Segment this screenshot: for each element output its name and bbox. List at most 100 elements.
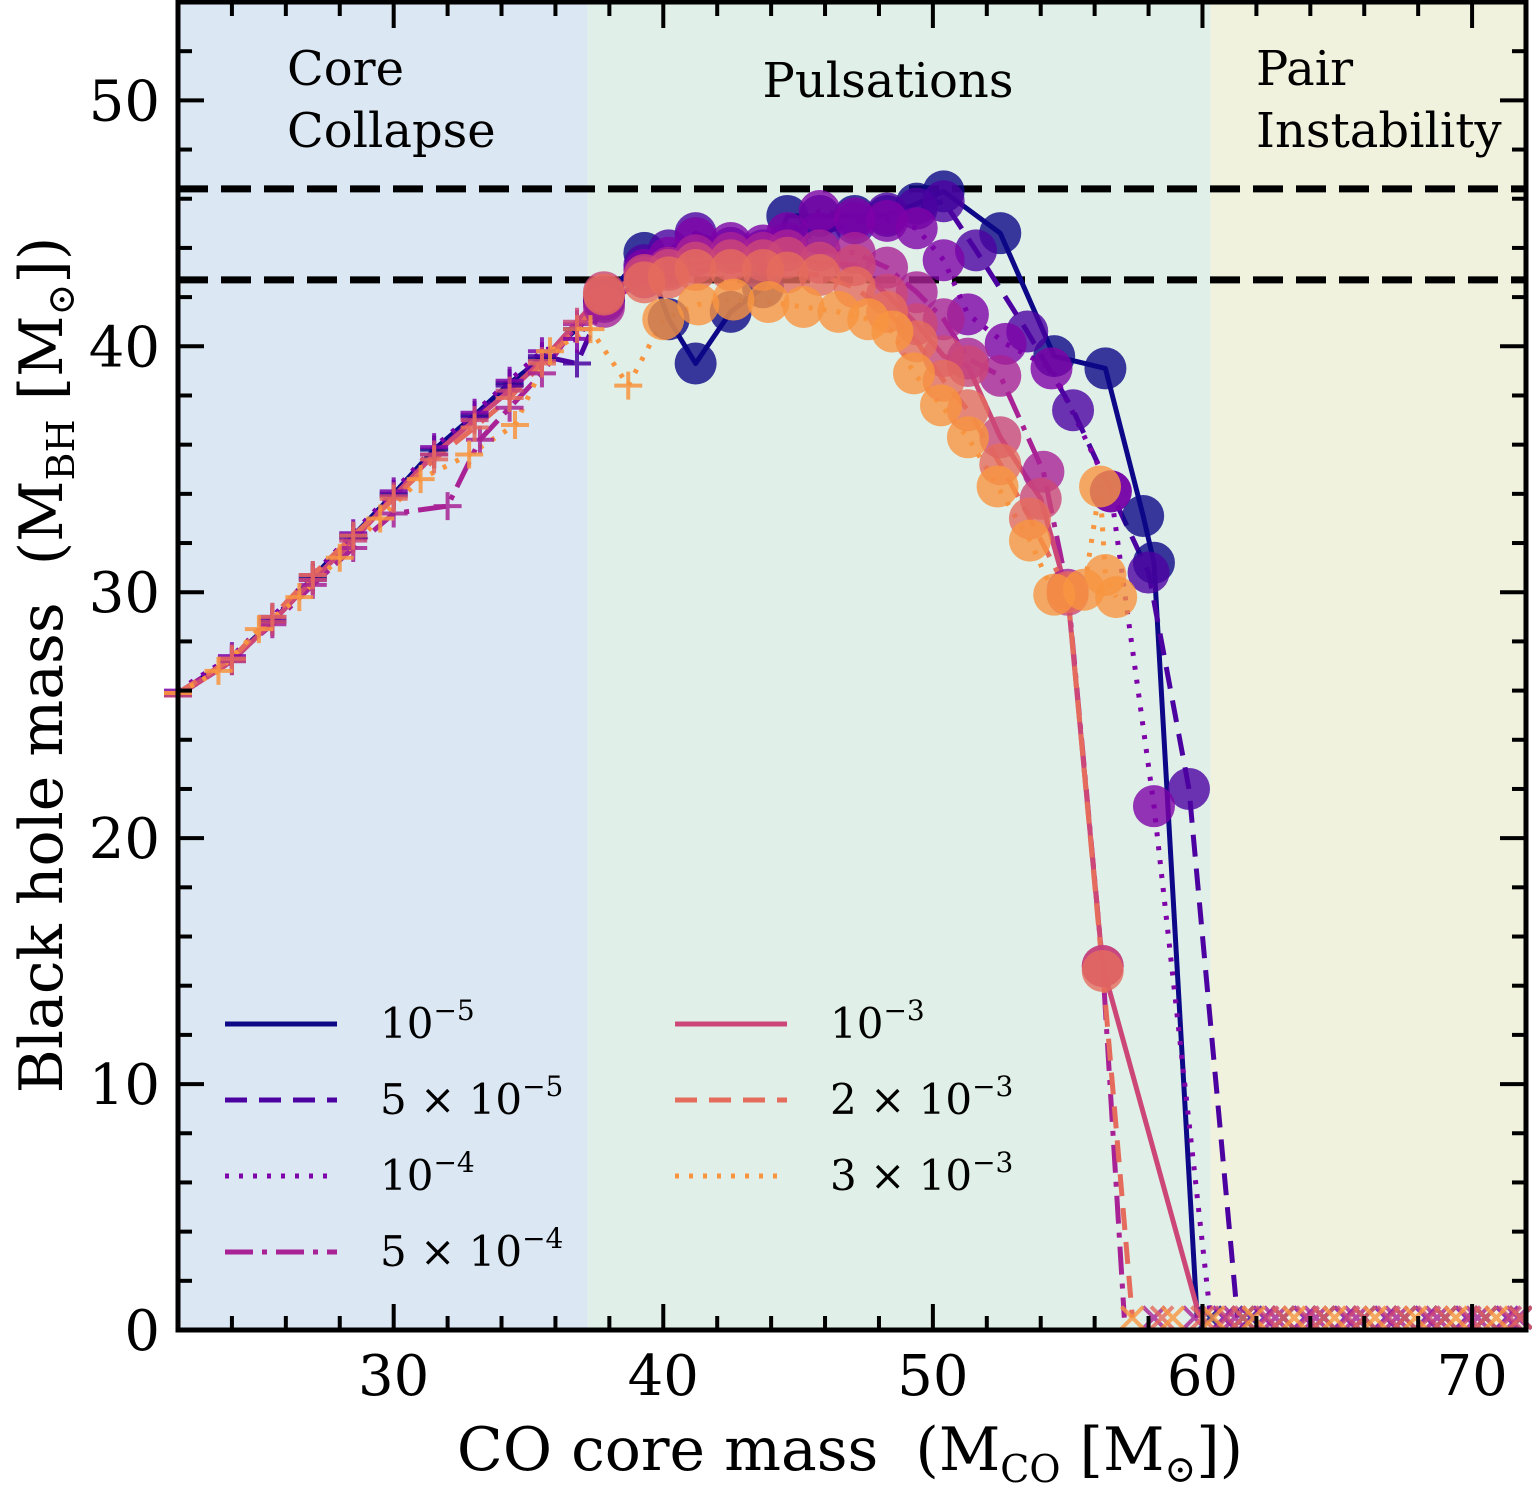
circle-marker-1-16 [1127,551,1170,594]
plus-marker-3-6 [433,492,462,521]
legend-label-3: 5 × 10−4 [380,1222,563,1276]
circle-marker-1-11 [922,180,965,223]
x-tick-label-40: 40 [628,1344,699,1409]
legend-label-6: 3 × 10−3 [830,1146,1013,1200]
plus-marker-6-6 [406,465,435,494]
plus-marker-6-11 [614,371,643,400]
x-axis-label-sun: ⊙ [1164,1447,1196,1491]
y-tick-label-10: 10 [89,1053,160,1118]
plus-marker-5-3 [298,561,327,590]
x-axis-label-sub: CO [1000,1447,1060,1491]
x-marker-3-3 [1262,1305,1288,1331]
plus-marker-5-7 [460,413,489,442]
plot-frame [175,0,1529,1333]
x-tick-label-60: 60 [1167,1344,1238,1409]
circle-marker-6-7 [871,310,914,353]
circle-marker-2-10 [895,207,938,250]
legend-label-base-6: 3 × 10 [830,1151,972,1200]
plus-marker-6-8 [501,410,529,439]
circle-marker-5-0 [582,273,625,316]
region-label-2-0: Pair [1256,41,1353,97]
circle-marker-2-8 [833,197,876,240]
y-axis-label: Black hole mass (MBH [M⊙]) [7,237,83,1093]
legend-label-1: 5 × 10−5 [380,1070,563,1124]
legend-label-base-5: 2 × 10 [830,1075,972,1124]
legend-label-base-3: 5 × 10 [380,1227,522,1276]
x-marker-6-0 [1119,1305,1145,1331]
y-tick-label-50: 50 [89,69,160,134]
region-label-0-1: Collapse [287,103,496,159]
circle-marker-6-9 [919,384,962,427]
legend: 10−55 × 10−510−45 × 10−410−32 × 10−33 × … [225,994,1013,1276]
x-marker-5-7 [1432,1305,1458,1331]
plot-border [175,0,1529,1333]
circle-marker-6-10 [946,416,989,459]
y-axis-label-main: Black hole mass [7,602,77,1093]
x-axis-label-unit2: [M [1060,1415,1164,1485]
legend-label-base-4: 10 [830,999,883,1048]
circle-marker-1-12 [955,229,998,272]
circle-marker-3-13 [979,354,1022,397]
legend-label-exp-4: −3 [883,994,924,1027]
circle-marker-6-12 [1008,519,1051,562]
x-marker-6-3 [1241,1305,1267,1331]
circle-marker-1-17 [1168,767,1210,810]
x-marker-6-6 [1362,1305,1388,1331]
plus-marker-6-5 [366,504,395,533]
plus-marker-6-4 [325,543,354,572]
region-labels: Core Collapse Pulsations Pair Instability [287,41,1502,159]
plus-marker-5-1 [217,644,246,673]
y-tick-label-40: 40 [89,315,160,380]
circle-marker-0-15 [1122,494,1165,537]
region-label-2-1: Instability [1256,103,1502,159]
legend-label-exp-6: −3 [972,1146,1013,1179]
x-marker-6-4 [1281,1305,1307,1331]
circle-marker-1-14 [1052,389,1095,432]
x-marker-6-8 [1443,1305,1469,1331]
y-axis-label-unit2: [M [7,315,77,419]
circle-marker-6-17 [1095,576,1138,619]
legend-label-base-0: 10 [380,999,433,1048]
circle-marker-6-8 [893,352,936,395]
region-label-1-0: Pulsations [763,53,1014,109]
plus-marker-6-9 [536,337,565,366]
x-marker-5-3 [1270,1305,1296,1331]
plus-marker-6-3 [285,583,314,612]
x-marker-5-2 [1230,1305,1256,1331]
plus-marker-5-8 [495,383,524,412]
legend-label-4: 10−3 [830,994,925,1048]
x-tick-label-30: 30 [358,1344,429,1409]
x-marker-5-8 [1473,1305,1498,1331]
y-axis-label-sub: BH [39,419,83,480]
x-marker-3-7 [1424,1305,1450,1331]
circle-marker-2-13 [984,322,1027,365]
x-marker-5-0 [1149,1305,1175,1331]
y-tick-label-20: 20 [89,807,160,872]
legend-label-2: 10−4 [380,1146,475,1200]
circle-marker-2-16 [1132,785,1175,828]
legend-label-exp-1: −5 [522,1070,563,1103]
circle-marker-6-3 [747,281,790,324]
axis-ticks: 30 40 50 60 70 0 10 20 30 40 50 [89,0,1528,1409]
circle-marker-2-14 [1030,347,1073,390]
circle-marker-6-4 [782,285,825,328]
circle-marker-5-7 [798,253,841,296]
x-axis-label-unit: (M [915,1415,1000,1485]
x-axis-label-close: ]) [1196,1415,1243,1485]
region-label-0-0: Core [287,41,404,97]
circle-marker-5-16 [1081,949,1124,992]
x-tick-label-50: 50 [897,1344,968,1409]
x-tick-label-70: 70 [1436,1344,1507,1409]
x-axis-label-main: CO core mass [457,1415,878,1485]
plus-marker-3-7 [465,425,494,454]
x-marker-6-7 [1403,1305,1428,1331]
x-marker-3-6 [1384,1305,1410,1331]
y-axis-label-sun: ⊙ [39,284,83,316]
circle-marker-5-3 [674,249,717,292]
legend-label-base-2: 10 [380,1151,433,1200]
y-tick-label-0: 0 [124,1299,160,1364]
circle-marker-0-3 [674,342,717,385]
circle-marker-2-11 [922,239,965,282]
